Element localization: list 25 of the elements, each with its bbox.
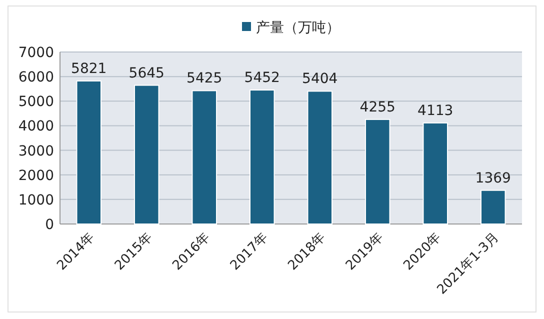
data-label: 4255 xyxy=(360,99,396,116)
data-label: 1369 xyxy=(475,170,511,186)
y-tick-label: 7000 xyxy=(18,45,54,61)
bar xyxy=(134,84,160,224)
y-tick-label: 1000 xyxy=(18,192,54,208)
bar xyxy=(192,90,217,224)
y-tick-label: 6000 xyxy=(18,70,54,86)
legend-label: 产量（万吨） xyxy=(256,20,340,36)
y-tick-label: 0 xyxy=(45,217,54,233)
bar xyxy=(364,118,390,224)
y-tick-label: 2000 xyxy=(18,168,54,184)
data-label: 5404 xyxy=(302,71,338,88)
data-label: 5452 xyxy=(244,70,280,86)
y-tick-label: 3000 xyxy=(18,143,54,160)
data-label: 5425 xyxy=(186,70,222,87)
data-label: 5821 xyxy=(71,60,107,77)
bar xyxy=(76,80,102,224)
bar xyxy=(307,90,332,224)
y-tick-label: 5000 xyxy=(18,94,54,110)
data-label: 5645 xyxy=(128,65,164,82)
data-label: 4113 xyxy=(418,102,454,119)
y-tick-label: 4000 xyxy=(18,118,54,135)
bar xyxy=(249,90,275,224)
bar xyxy=(422,122,448,224)
bar xyxy=(480,190,506,224)
